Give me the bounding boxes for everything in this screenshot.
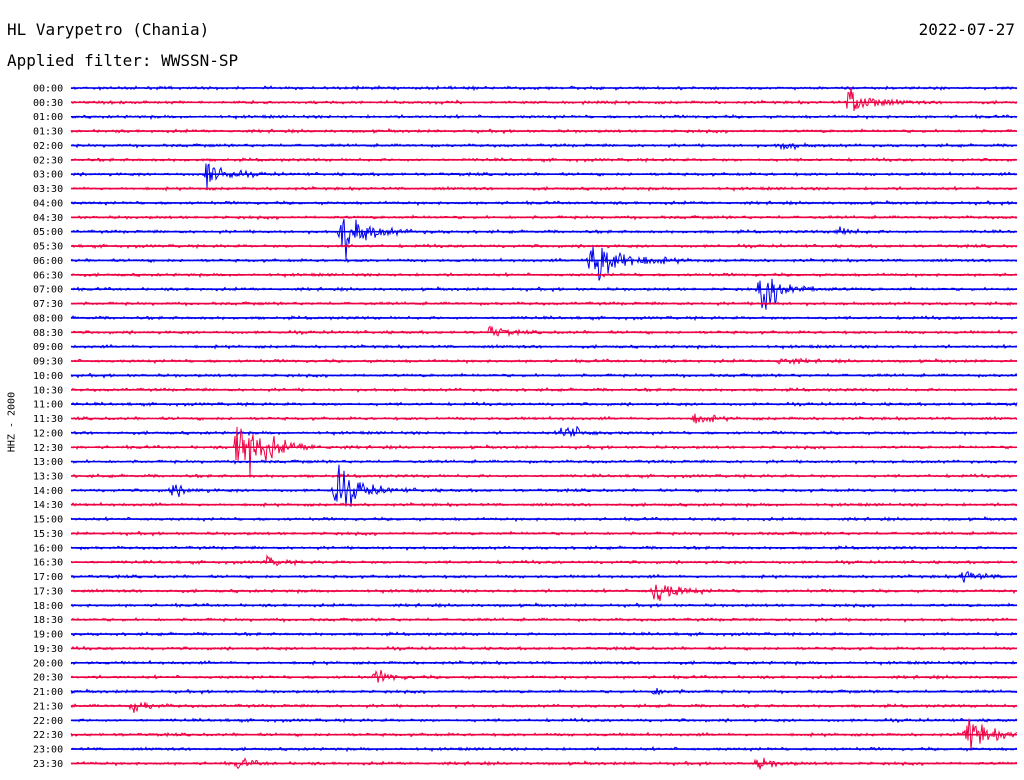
row-time-label: 21:00 bbox=[33, 687, 63, 698]
row-time-label: 19:30 bbox=[33, 644, 63, 655]
row-time-label: 20:30 bbox=[33, 673, 63, 684]
row-time-label: 22:30 bbox=[33, 730, 63, 741]
seismic-trace bbox=[70, 426, 1018, 476]
seismic-trace bbox=[70, 584, 1018, 601]
row-time-label: 18:30 bbox=[33, 615, 63, 626]
row-time-label: 01:00 bbox=[33, 112, 63, 123]
date-label: 2022-07-27 bbox=[918, 20, 1015, 39]
row-time-label: 11:00 bbox=[33, 400, 63, 411]
row-time-label: 10:00 bbox=[33, 371, 63, 382]
row-time-label: 22:00 bbox=[33, 716, 63, 727]
row-time-label: 09:00 bbox=[33, 342, 63, 353]
seismic-trace bbox=[70, 554, 1018, 567]
row-time-label: 07:30 bbox=[33, 299, 63, 310]
seismic-trace bbox=[70, 464, 1018, 507]
row-time-label: 16:30 bbox=[33, 558, 63, 569]
row-time-label: 00:00 bbox=[33, 84, 63, 95]
row-time-label: 03:00 bbox=[33, 170, 63, 181]
row-time-label: 23:30 bbox=[33, 759, 63, 770]
row-time-label: 13:30 bbox=[33, 471, 63, 482]
row-time-label: 11:30 bbox=[33, 414, 63, 425]
row-time-label: 21:30 bbox=[33, 701, 63, 712]
row-time-label: 15:00 bbox=[33, 515, 63, 526]
row-time-label: 19:00 bbox=[33, 630, 63, 641]
seismic-trace bbox=[70, 219, 1018, 260]
row-time-label: 12:00 bbox=[33, 428, 63, 439]
row-time-label: 06:00 bbox=[33, 256, 63, 267]
seismic-trace bbox=[70, 87, 1018, 112]
row-time-label: 14:30 bbox=[33, 500, 63, 511]
row-time-label: 08:30 bbox=[33, 328, 63, 339]
row-time-label: 04:30 bbox=[33, 213, 63, 224]
filter-label: Applied filter: WWSSN-SP bbox=[7, 51, 239, 70]
seismic-trace bbox=[70, 325, 1018, 338]
row-time-label: 00:30 bbox=[33, 98, 63, 109]
row-time-label: 03:30 bbox=[33, 184, 63, 195]
row-time-label: 09:30 bbox=[33, 357, 63, 368]
row-time-label: 02:00 bbox=[33, 141, 63, 152]
seismic-trace bbox=[70, 163, 1018, 189]
row-time-label: 15:30 bbox=[33, 529, 63, 540]
row-time-label: 16:00 bbox=[33, 543, 63, 554]
seismic-trace bbox=[70, 670, 1018, 683]
row-time-label: 07:00 bbox=[33, 285, 63, 296]
row-time-label: 17:00 bbox=[33, 572, 63, 583]
row-time-label: 23:00 bbox=[33, 745, 63, 756]
row-time-label: 18:00 bbox=[33, 601, 63, 612]
row-time-label: 02:30 bbox=[33, 155, 63, 166]
row-time-label: 04:00 bbox=[33, 198, 63, 209]
row-time-label: 08:00 bbox=[33, 313, 63, 324]
row-time-label: 06:30 bbox=[33, 270, 63, 281]
station-title: HL Varypetro (Chania) bbox=[7, 20, 210, 39]
seismic-trace bbox=[70, 425, 1018, 438]
seismic-trace bbox=[70, 701, 1018, 713]
row-time-label: 17:30 bbox=[33, 586, 63, 597]
row-time-label: 14:00 bbox=[33, 486, 63, 497]
row-time-label: 20:00 bbox=[33, 658, 63, 669]
row-time-label: 12:30 bbox=[33, 443, 63, 454]
row-time-label: 01:30 bbox=[33, 127, 63, 138]
row-time-label: 05:00 bbox=[33, 227, 63, 238]
row-time-label: 13:00 bbox=[33, 457, 63, 468]
row-time-label: 10:30 bbox=[33, 385, 63, 396]
row-time-label: 05:30 bbox=[33, 242, 63, 253]
